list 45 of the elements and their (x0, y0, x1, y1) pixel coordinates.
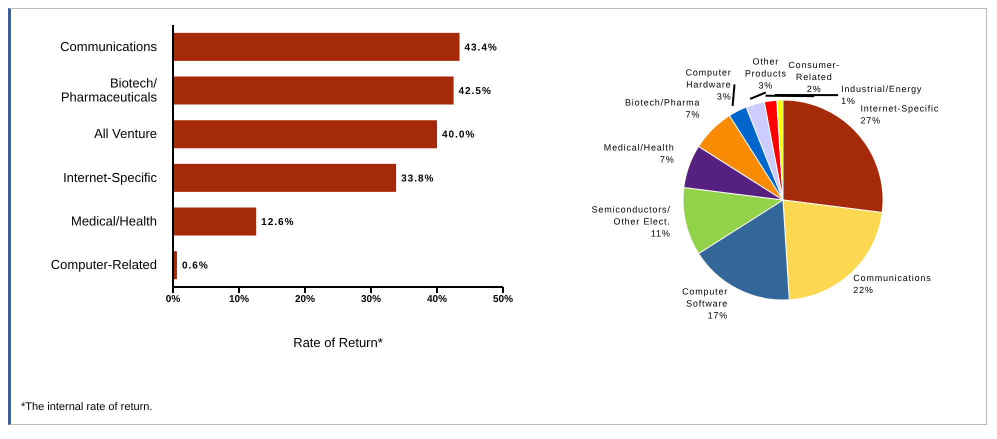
data-label: 7% (660, 154, 675, 165)
data-label: 43.4% (464, 42, 498, 54)
bar (173, 120, 437, 148)
y-tick-label: Internet-Specific (63, 170, 158, 185)
bar (173, 164, 396, 192)
slice-label: Medical/Health (604, 142, 675, 153)
data-label: 27% (860, 115, 881, 126)
y-tick-label: All Venture (94, 126, 157, 142)
y-tick-label: Communications (60, 38, 158, 54)
text: *The internal rate of return. (21, 401, 152, 413)
data-label: 0.6% (182, 260, 209, 272)
x-tick-label: 10% (228, 294, 250, 306)
bar (173, 208, 256, 236)
bar (173, 76, 454, 105)
data-label: 40.0% (442, 130, 476, 141)
data-label: 33.8% (401, 173, 434, 184)
data-label: 11% (650, 228, 671, 239)
slice-label: Industrial/Energy (841, 84, 922, 94)
x-tick-label: 40% (426, 294, 448, 306)
data-label: 12.6% (261, 217, 295, 228)
data-label: 1% (841, 96, 856, 106)
x-tick-label: 30% (360, 294, 382, 306)
data-label: 2% (806, 84, 822, 94)
y-tick-label: Medical/Health (71, 214, 157, 228)
data-label: 3% (716, 91, 732, 102)
slice-label: Computer Hardware (686, 67, 732, 90)
slice-label: Semiconductors/ Other Elect. (592, 204, 671, 227)
x-tick-label: 50% (492, 294, 514, 306)
data-label: 22% (853, 284, 874, 295)
y-tick-label: Biotech/ Pharmaceuticals (60, 76, 158, 104)
data-label: 42.5% (458, 86, 492, 98)
y-tick-label: Computer-Related (50, 257, 157, 272)
data-label: 17% (708, 310, 728, 321)
x-axis-title: Rate of Return* (293, 335, 383, 350)
data-label: 7% (686, 110, 700, 120)
data-label: 3% (758, 80, 774, 90)
slice-label: Internet-Specific (860, 103, 940, 114)
x-tick-label: 0% (166, 294, 180, 306)
slice-label: Biotech/Pharma (624, 98, 700, 108)
slice-label: Communications (853, 272, 932, 283)
slice-label: Consumer- Related (788, 60, 840, 82)
slice-label: Other Products (744, 56, 787, 78)
slice-label: Computer Software (682, 286, 728, 309)
bar (173, 32, 460, 61)
x-tick-label: 20% (294, 294, 316, 306)
